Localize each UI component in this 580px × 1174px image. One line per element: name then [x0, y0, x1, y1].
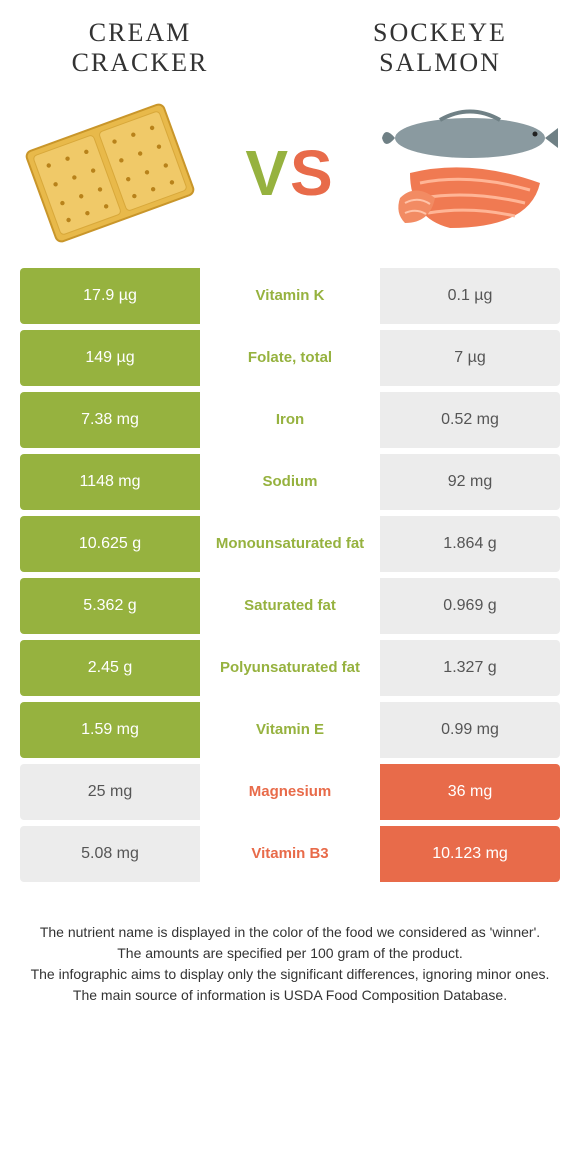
value-cell-left: 5.08 mg — [20, 826, 200, 882]
value-cell-right: 10.123 mg — [380, 826, 560, 882]
footer-line: The infographic aims to display only the… — [20, 964, 560, 985]
value-cell-right: 36 mg — [380, 764, 560, 820]
value-cell-left: 17.9 µg — [20, 268, 200, 324]
footer-line: The main source of information is USDA F… — [20, 985, 560, 1006]
value-cell-left: 1148 mg — [20, 454, 200, 510]
value-cell-left: 5.362 g — [20, 578, 200, 634]
nutrient-label: Sodium — [200, 454, 380, 510]
value-cell-left: 1.59 mg — [20, 702, 200, 758]
value-cell-right: 1.864 g — [380, 516, 560, 572]
nutrient-label: Polyunsaturated fat — [200, 640, 380, 696]
cream-cracker-icon — [20, 98, 200, 248]
header: CREAM CRACKER SOCKEYE SALMON — [0, 0, 580, 88]
food-title-left: CREAM CRACKER — [30, 18, 250, 78]
footer-notes: The nutrient name is displayed in the co… — [20, 922, 560, 1006]
food-title-right: SOCKEYE SALMON — [330, 18, 550, 78]
nutrient-label: Folate, total — [200, 330, 380, 386]
nutrient-label: Monounsaturated fat — [200, 516, 380, 572]
value-cell-right: 0.969 g — [380, 578, 560, 634]
nutrient-label: Magnesium — [200, 764, 380, 820]
nutrient-label: Vitamin K — [200, 268, 380, 324]
table-row: 2.45 gPolyunsaturated fat1.327 g — [20, 640, 560, 696]
value-cell-right: 0.1 µg — [380, 268, 560, 324]
nutrient-table: 17.9 µgVitamin K0.1 µg 149 µgFolate, tota… — [20, 268, 560, 882]
sockeye-salmon-icon — [380, 98, 560, 248]
value-cell-right: 7 µg — [380, 330, 560, 386]
nutrient-label: Iron — [200, 392, 380, 448]
value-cell-left: 7.38 mg — [20, 392, 200, 448]
images-row: VS — [0, 88, 580, 268]
table-row: 17.9 µgVitamin K0.1 µg — [20, 268, 560, 324]
table-row: 149 µgFolate, total7 µg — [20, 330, 560, 386]
table-row: 1.59 mgVitamin E0.99 mg — [20, 702, 560, 758]
table-row: 10.625 gMonounsaturated fat1.864 g — [20, 516, 560, 572]
nutrient-label: Vitamin B3 — [200, 826, 380, 882]
value-cell-left: 2.45 g — [20, 640, 200, 696]
table-row: 7.38 mgIron0.52 mg — [20, 392, 560, 448]
value-cell-left: 10.625 g — [20, 516, 200, 572]
footer-line: The amounts are specified per 100 gram o… — [20, 943, 560, 964]
value-cell-right: 92 mg — [380, 454, 560, 510]
table-row: 1148 mgSodium92 mg — [20, 454, 560, 510]
table-row: 25 mgMagnesium36 mg — [20, 764, 560, 820]
footer-line: The nutrient name is displayed in the co… — [20, 922, 560, 943]
value-cell-right: 0.99 mg — [380, 702, 560, 758]
nutrient-label: Saturated fat — [200, 578, 380, 634]
table-row: 5.362 gSaturated fat0.969 g — [20, 578, 560, 634]
table-row: 5.08 mgVitamin B310.123 mg — [20, 826, 560, 882]
value-cell-right: 1.327 g — [380, 640, 560, 696]
vs-label: VS — [245, 136, 334, 210]
value-cell-left: 149 µg — [20, 330, 200, 386]
value-cell-left: 25 mg — [20, 764, 200, 820]
nutrient-label: Vitamin E — [200, 702, 380, 758]
value-cell-right: 0.52 mg — [380, 392, 560, 448]
